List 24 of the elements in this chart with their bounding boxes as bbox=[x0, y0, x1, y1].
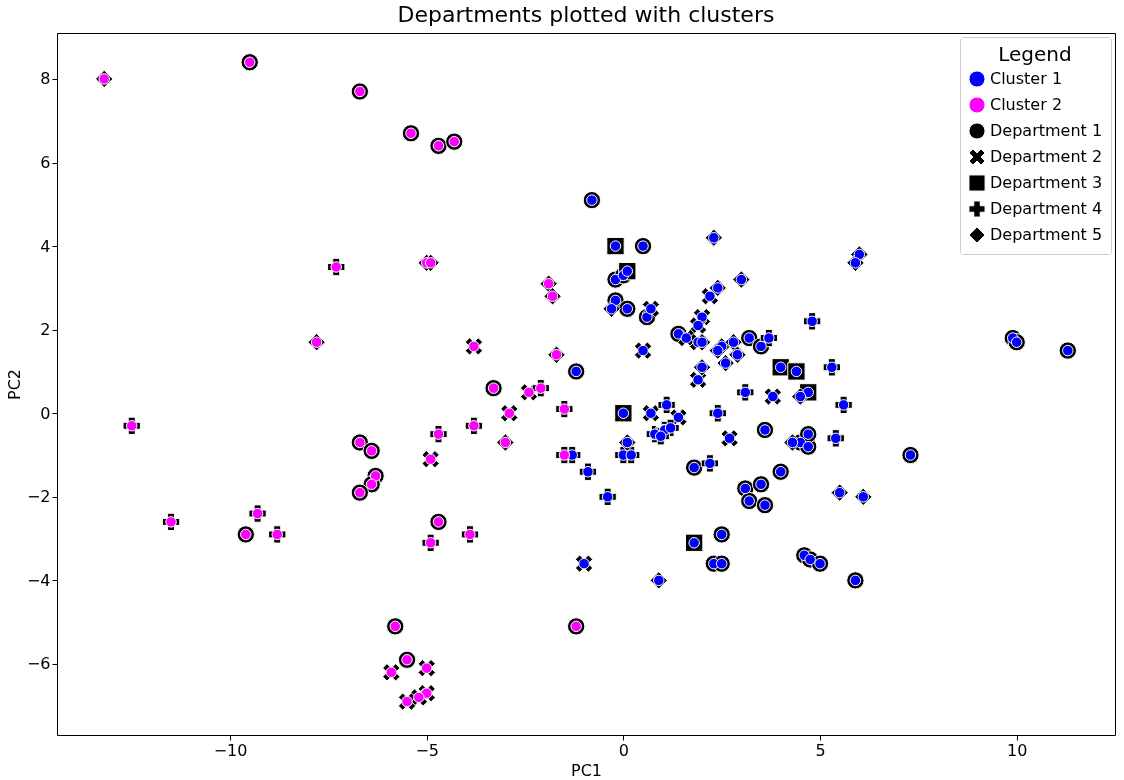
x-tick-label: −5 bbox=[415, 740, 440, 760]
x-tick-label: −10 bbox=[213, 740, 248, 760]
y-tick-label: 6 bbox=[40, 153, 51, 173]
legend-label: Department 3 bbox=[990, 173, 1103, 192]
y-tick-label: 2 bbox=[40, 320, 51, 340]
x-axis-title: PC1 bbox=[571, 760, 602, 780]
legend-label: Cluster 2 bbox=[990, 95, 1063, 114]
legend-label: Department 4 bbox=[990, 199, 1103, 218]
legend-title: Legend bbox=[998, 42, 1072, 66]
x-tick-label: 5 bbox=[815, 740, 826, 760]
y-tick-label: 4 bbox=[40, 236, 51, 256]
y-tick-label: −4 bbox=[26, 570, 51, 590]
x-tick-label: 0 bbox=[618, 740, 629, 760]
y-tick-label: −6 bbox=[26, 654, 51, 674]
y-tick-label: −2 bbox=[26, 487, 51, 507]
y-tick-label: 0 bbox=[40, 403, 51, 423]
chart-title: Departments plotted with clusters bbox=[397, 2, 775, 27]
legend-label: Department 5 bbox=[990, 225, 1103, 244]
legend-label: Cluster 1 bbox=[990, 69, 1063, 88]
y-axis-title: PC2 bbox=[4, 369, 24, 400]
legend-label: Department 1 bbox=[990, 121, 1103, 140]
legend-label: Department 2 bbox=[990, 147, 1103, 166]
x-tick-label: 10 bbox=[1006, 740, 1028, 760]
y-tick-label: 8 bbox=[40, 69, 51, 89]
